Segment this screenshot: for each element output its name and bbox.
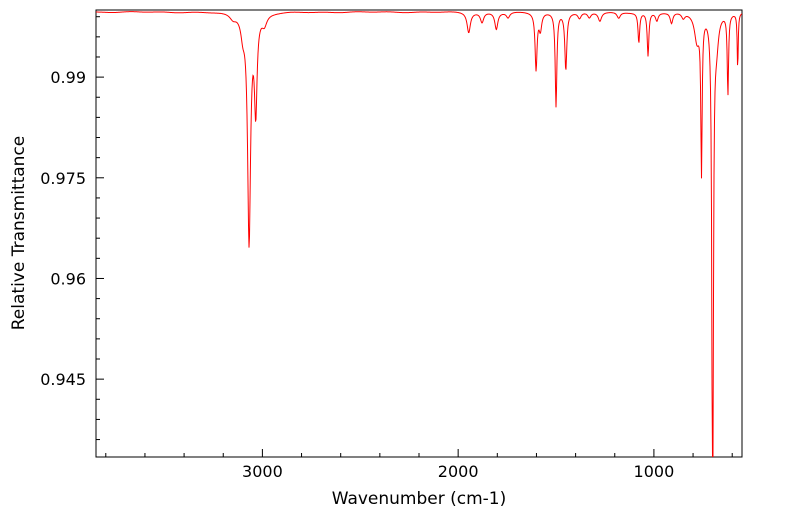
y-tick-label: 0.975 (40, 169, 86, 188)
x-tick-label: 3000 (242, 462, 283, 481)
x-tick-label: 1000 (634, 462, 675, 481)
y-tick-label: 0.96 (50, 269, 86, 288)
plot-frame (95, 9, 743, 458)
y-axis-label: Relative Transmittance (9, 136, 29, 331)
plot-area (95, 9, 743, 458)
y-tick-label: 0.99 (50, 68, 86, 87)
x-tick-label: 2000 (438, 462, 479, 481)
spectrum-line (96, 11, 742, 457)
x-axis-label: Wavenumber (cm-1) (332, 489, 507, 509)
y-tick-label: 0.945 (40, 370, 86, 389)
x-axis: 3000 2000 1000 (105, 449, 733, 481)
y-axis: 0.945 0.96 0.975 0.99 (40, 16, 104, 441)
